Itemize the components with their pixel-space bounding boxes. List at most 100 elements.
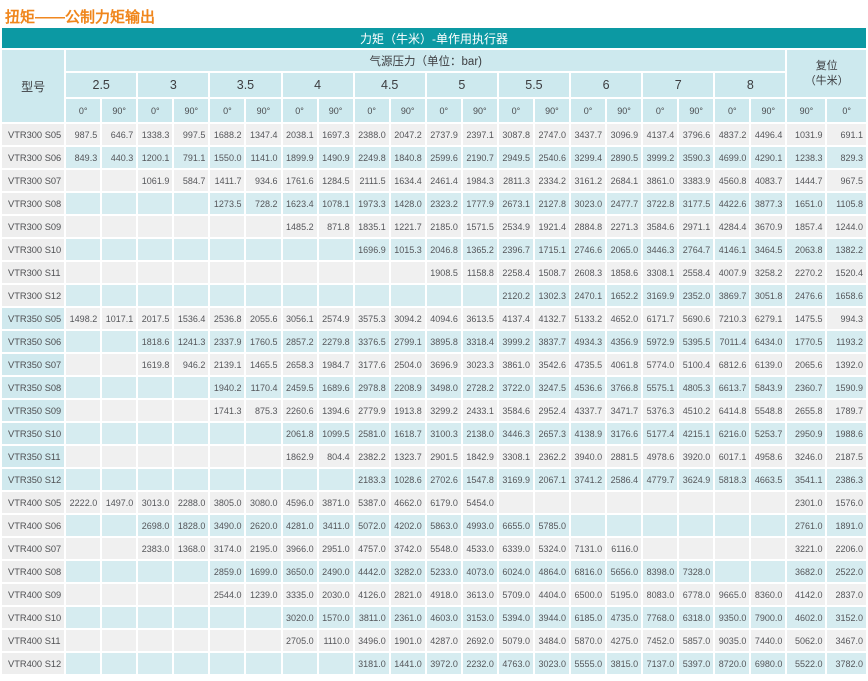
torque-cell: 3496.0 [354,630,389,651]
torque-cell: 2461.4 [426,170,461,191]
torque-cell [715,538,750,559]
torque-cell: 1170.4 [246,377,281,398]
torque-cell: 2779.9 [354,400,389,421]
torque-cell: 2288.0 [174,492,209,513]
torque-cell: 5394.0 [498,607,533,628]
torque-cell [282,262,317,283]
torque-cell [210,446,245,467]
torque-cell: 1619.8 [138,354,173,375]
torque-cell: 4735.5 [571,354,606,375]
torque-cell: 2352.0 [679,285,714,306]
model-cell: VTR300 S07 [2,170,65,191]
torque-cell: 6116.0 [607,538,642,559]
torque-cell [210,239,245,260]
torque-cell: 1238.3 [787,147,826,168]
angle-90-header: 90° [607,99,642,122]
model-cell: VTR350 S08 [2,377,65,398]
torque-cell: 1284.5 [318,170,353,191]
torque-cell: 4126.0 [354,584,389,605]
torque-cell: 1465.5 [246,354,281,375]
torque-cell [246,285,281,306]
torque-cell: 2397.1 [462,124,497,145]
torque-cell: 3174.0 [210,538,245,559]
torque-cell: 2470.1 [571,285,606,306]
torque-cell: 1901.0 [390,630,425,651]
torque-cell [102,469,137,490]
table-row: VTR300 S06 849.3 440.3 1200.1 791.1 1550.0 114… [2,147,866,168]
torque-cell: 4094.6 [426,308,461,329]
pressure-value-header: 7 [643,73,714,97]
torque-cell: 1239.0 [246,584,281,605]
torque-cell [354,262,389,283]
torque-cell [174,653,209,674]
torque-cell: 3722.8 [643,193,678,214]
torque-cell: 2544.0 [210,584,245,605]
angle-0-header: 0° [498,99,533,122]
torque-cell: 1913.8 [390,400,425,421]
torque-cell [138,239,173,260]
torque-cell: 3742.0 [390,538,425,559]
torque-cell: 2534.9 [498,216,533,237]
torque-cell: 6179.0 [426,492,461,513]
model-cell: VTR400 S11 [2,630,65,651]
torque-cell: 2030.0 [318,584,353,605]
torque-cell: 2271.3 [607,216,642,237]
torque-cell [354,285,389,306]
torque-cell: 2258.4 [498,262,533,283]
torque-cell [715,492,750,513]
torque-cell [138,607,173,628]
torque-cell: 5376.3 [643,400,678,421]
angle-90-header: 90° [534,99,570,122]
torque-cell: 849.3 [66,147,101,168]
torque-cell: 4356.9 [607,331,642,352]
torque-cell: 3051.8 [751,285,786,306]
torque-cell: 3696.9 [426,354,461,375]
torque-cell [390,262,425,283]
torque-cell: 5387.0 [354,492,389,513]
torque-cell: 3471.7 [607,400,642,421]
torque-cell: 3575.3 [354,308,389,329]
torque-cell: 2608.3 [571,262,606,283]
torque-cell [246,653,281,674]
model-cell: VTR300 S08 [2,193,65,214]
torque-cell: 1244.0 [827,216,866,237]
torque-cell: 4602.0 [787,607,826,628]
torque-cell: 1497.0 [102,492,137,513]
torque-cell: 3944.0 [534,607,570,628]
torque-cell: 1857.4 [787,216,826,237]
torque-cell: 6778.0 [679,584,714,605]
torque-cell: 3258.2 [751,262,786,283]
torque-cell: 2232.0 [462,653,497,674]
torque-cell: 2433.1 [462,400,497,421]
torque-cell [282,239,317,260]
torque-cell [138,584,173,605]
torque-cell: 3221.0 [787,538,826,559]
torque-cell: 4138.9 [571,423,606,444]
torque-cell [66,653,101,674]
torque-cell: 3152.0 [827,607,866,628]
torque-cell: 2187.5 [827,446,866,467]
torque-cell: 2055.6 [246,308,281,329]
torque-cell: 4918.0 [426,584,461,605]
torque-cell: 3153.0 [462,607,497,628]
torque-cell: 2190.7 [462,147,497,168]
torque-cell [534,492,570,513]
torque-cell: 3437.7 [571,124,606,145]
torque-cell [210,423,245,444]
torque-cell: 3722.0 [498,377,533,398]
table-row: VTR300 S08 1273.5 728.2 1623.4 1078.1 1973.3 1… [2,193,866,214]
torque-cell [498,492,533,513]
torque-cell [679,492,714,513]
torque-cell [210,653,245,674]
torque-cell: 1158.8 [462,262,497,283]
torque-cell: 2388.0 [354,124,389,145]
torque-cell: 2949.5 [498,147,533,168]
model-cell: VTR350 S11 [2,446,65,467]
torque-cell: 8398.0 [643,561,678,582]
torque-cell: 5454.0 [462,492,497,513]
torque-cell [210,607,245,628]
reset-header-line1: 复位 [815,60,838,73]
table-row: VTR400 S08 2859.0 1699.0 3650.0 2490.0 4442.0… [2,561,866,582]
torque-cell: 6339.0 [498,538,533,559]
torque-cell: 2361.0 [390,607,425,628]
